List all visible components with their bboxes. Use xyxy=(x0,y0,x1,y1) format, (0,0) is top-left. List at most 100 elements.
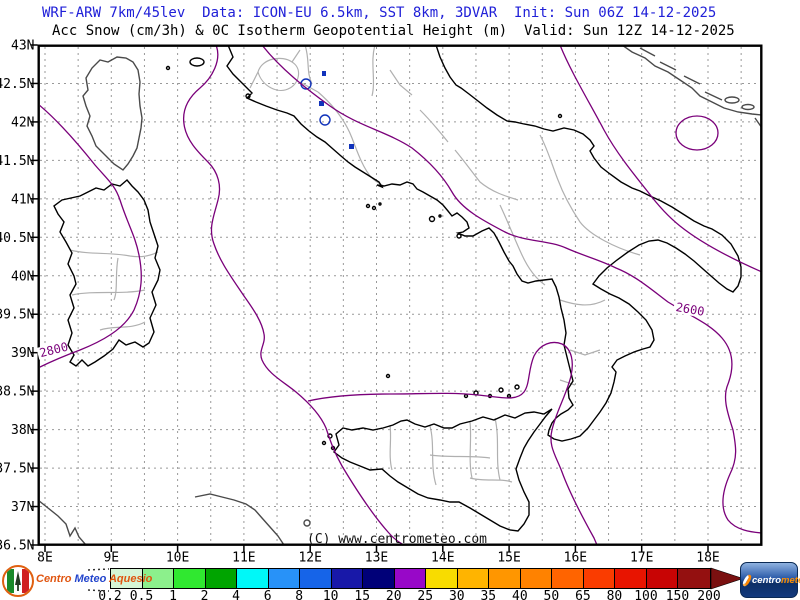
colorbar-tick-label: 150 xyxy=(665,589,690,600)
lat-tick-label: 41.5N xyxy=(0,154,35,169)
contour-label-2800: 2800 xyxy=(36,340,70,361)
colorbar-cell xyxy=(300,569,332,588)
lon-tick-label: 13E xyxy=(365,551,388,566)
colorbar-cell xyxy=(457,569,490,588)
colorbar-tick-label: 35 xyxy=(480,589,497,600)
colorbar-cell xyxy=(142,569,175,588)
colorbar-tick-label: 0.2 xyxy=(98,589,122,600)
colorbar-cell xyxy=(394,569,427,588)
lon-tick-label: 17E xyxy=(630,551,653,566)
italy-coastline xyxy=(53,46,742,532)
colorbar-tick-labels: 0.2 0.5 1 2 4 6 8 10 15 20 25 30 35 40 50 65 80 100 150 200 xyxy=(98,589,750,600)
colorbar-tick-label: 10 xyxy=(322,589,339,600)
lat-tick-label: 39N xyxy=(11,346,34,361)
snow-contours xyxy=(300,71,354,149)
lat-tick-label: 42.5N xyxy=(0,77,35,92)
colorbar-cell xyxy=(111,569,143,588)
colorbar-tick-label: 50 xyxy=(543,589,560,600)
colorbar-tick-label: 4 xyxy=(232,589,240,600)
title-line-model: WRF-ARW 7km/45lev Data: ICON-EU 6.5km, S… xyxy=(42,5,717,21)
lat-tick-label: 39.5N xyxy=(0,308,35,323)
grid-lines xyxy=(40,47,760,543)
colorbar-tick-label: 8 xyxy=(295,589,304,600)
colorbar-tick-label: 200 xyxy=(697,589,721,600)
left-logo-word3: Aquesio xyxy=(108,573,153,585)
lon-tick-label: 14E xyxy=(431,551,454,566)
title-line-valid: Acc Snow (cm/3h) & 0C Isotherm Geopotent… xyxy=(52,23,735,39)
colorbar-tick-label: 100 xyxy=(634,589,658,600)
left-logo-text: Centro Meteo Aquesio xyxy=(36,573,152,585)
right-logo-word2: meteo xyxy=(781,574,800,586)
colorbar-tick-label: 6 xyxy=(263,589,272,600)
region-borders xyxy=(69,46,641,486)
axis-labels: 43N 42.5N 42N 41.5N 41N 40.5N 40N 39.5N 39N 38.5N… xyxy=(0,39,720,566)
colorbar-cell xyxy=(205,569,238,588)
colorbar-cell xyxy=(174,569,206,588)
left-logo-word2: Meteo xyxy=(74,573,107,585)
colorbar-cell xyxy=(268,569,301,588)
right-logo-text: centrometeo xyxy=(752,575,800,586)
colorbar-cell xyxy=(552,569,584,588)
svg-text:2600: 2600 xyxy=(675,300,706,319)
lon-tick-label: 9E xyxy=(103,551,119,566)
lon-tick-label: 15E xyxy=(497,551,520,566)
colorbar-tick-label: 25 xyxy=(417,589,434,600)
lon-tick-label: 16E xyxy=(564,551,587,566)
colorbar-cell xyxy=(363,569,395,588)
isotherm-contours xyxy=(40,46,761,544)
lon-tick-label: 10E xyxy=(166,551,189,566)
contour-label-2600: 2600 xyxy=(672,300,706,319)
colorbar-cell xyxy=(678,569,710,588)
colorbar-tick-label: 2 xyxy=(200,589,209,600)
colorbar-cell xyxy=(331,569,364,588)
colorbar-cell xyxy=(426,569,458,588)
lon-tick-label: 18E xyxy=(696,551,719,566)
colorbar-cell xyxy=(615,569,647,588)
colorbar-tick-label: 80 xyxy=(606,589,623,600)
colorbar-cell xyxy=(489,569,521,588)
centrometeo-right-logo[interactable]: centrometeo xyxy=(740,562,800,598)
foreign-coastlines xyxy=(40,46,761,544)
left-logo-word1: Centro xyxy=(36,573,72,585)
colorbar-cells xyxy=(111,569,710,588)
lat-tick-label: 40.5N xyxy=(0,231,35,246)
lon-tick-label: 12E xyxy=(298,551,321,566)
contour-tyrrhenian xyxy=(182,46,403,544)
lat-tick-label: 37N xyxy=(11,500,34,515)
lon-tick-label: 11E xyxy=(232,551,255,566)
lat-tick-label: 42N xyxy=(11,115,34,130)
colorbar-tick-label: 65 xyxy=(575,589,591,600)
colorbar-tick-label: 20 xyxy=(385,589,402,600)
contour-adriatic xyxy=(559,46,761,273)
colorbar-tick-label: 30 xyxy=(448,589,465,600)
left-logo-emblem-icon xyxy=(2,565,34,597)
colorbar-arrow-icon xyxy=(710,567,744,590)
contour-adriatic-closed-low xyxy=(675,115,719,151)
contour-2800 xyxy=(40,104,142,368)
colorbar-cell xyxy=(520,569,553,588)
contour-2600 xyxy=(262,46,761,534)
map-border xyxy=(37,44,763,546)
colorbar-connector-dots xyxy=(87,568,110,592)
colorbar-tick-label: 40 xyxy=(512,589,528,600)
lat-tick-label: 43N xyxy=(11,39,34,54)
contour-calabria-loop xyxy=(307,341,598,544)
lon-tick-label: 8E xyxy=(37,551,53,566)
right-logo-word1: centro xyxy=(752,574,782,586)
lat-tick-label: 40N xyxy=(11,269,34,284)
colorbar-tick-label: 1 xyxy=(169,589,177,600)
copyright-text: (C) www.centrometeo.com xyxy=(307,532,487,547)
lat-tick-label: 37.5N xyxy=(0,462,35,477)
colorbar-cell xyxy=(646,569,679,588)
colorbar-cell xyxy=(583,569,616,588)
colorbar xyxy=(110,568,711,589)
svg-text:2800: 2800 xyxy=(38,340,69,361)
lat-tick-label: 38.5N xyxy=(0,385,35,400)
lat-tick-label: 36.5N xyxy=(0,539,35,554)
centro-meteo-left-logo[interactable]: Centro Meteo Aquesio xyxy=(2,565,152,597)
colorbar-cell xyxy=(237,569,269,588)
colorbar-tick-label: 15 xyxy=(354,589,371,600)
lat-tick-label: 38N xyxy=(11,423,34,438)
